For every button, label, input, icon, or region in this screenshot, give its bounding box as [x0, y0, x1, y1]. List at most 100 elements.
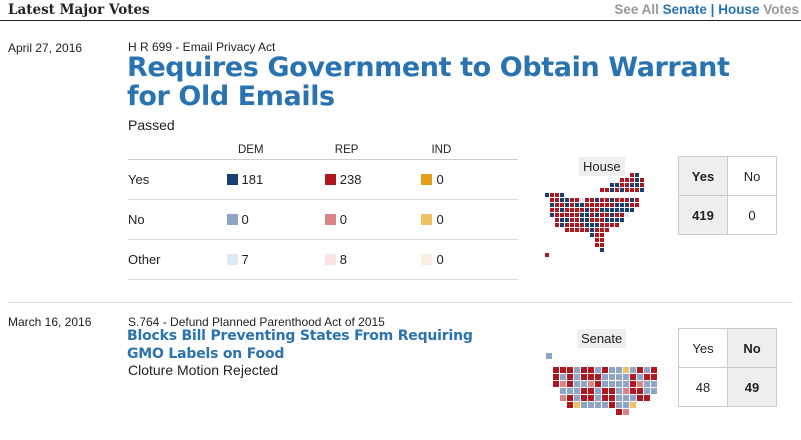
vote-result: Passed [128, 117, 175, 133]
seat-cell [560, 198, 564, 202]
seat-cell [590, 223, 594, 227]
seat-cell [550, 213, 554, 217]
seat-cell [555, 218, 559, 222]
seat-cell [637, 395, 643, 401]
seat-cell [637, 381, 643, 387]
senate-seat-map [546, 353, 657, 415]
seat-cell [600, 208, 604, 212]
seat-cell [574, 367, 580, 373]
seat-cell [616, 395, 622, 401]
seat-cell [588, 395, 594, 401]
seat-cell [567, 402, 573, 408]
seat-cell [635, 173, 639, 177]
seat-cell [570, 228, 574, 232]
seat-cell [635, 183, 639, 187]
seat-cell [590, 228, 594, 232]
chamber-label: House [579, 157, 625, 176]
seat-cell [595, 367, 601, 373]
seat-cell [630, 395, 636, 401]
col-header-dem: DEM [128, 140, 325, 160]
seat-cell [625, 178, 629, 182]
row-label: No [128, 199, 227, 240]
seat-cell [630, 173, 634, 177]
dem-other-swatch [226, 254, 238, 265]
tally-no-count: 0 [727, 195, 777, 235]
seat-cell [630, 198, 634, 202]
seat-cell [630, 402, 636, 408]
seat-cell [581, 402, 587, 408]
seat-cell [575, 218, 579, 222]
seat-cell [620, 178, 624, 182]
seat-cell [574, 381, 580, 387]
section-title: Latest Major Votes [8, 2, 150, 18]
dem-other-count: 7 [241, 252, 249, 267]
rep-no-count: 0 [339, 212, 347, 227]
rep-no-swatch [324, 214, 336, 225]
seat-cell [565, 213, 569, 217]
seat-cell [567, 395, 573, 401]
row-label: Other [128, 239, 227, 280]
seat-cell [565, 208, 569, 212]
seat-cell [570, 218, 574, 222]
seat-cell [580, 218, 584, 222]
rep-other-swatch [324, 254, 336, 265]
seat-cell [605, 203, 609, 207]
seat-cell [600, 248, 604, 252]
seat-cell [565, 198, 569, 202]
seat-cell [620, 203, 624, 207]
seat-cell [637, 374, 643, 380]
seat-cell [581, 395, 587, 401]
seat-cell [620, 188, 624, 192]
seat-cell [600, 228, 604, 232]
seat-cell [600, 203, 604, 207]
seat-cell [615, 188, 619, 192]
seat-cell [575, 208, 579, 212]
table-header-row: DEM REP IND [128, 140, 518, 160]
senate-votes-link[interactable]: Senate [662, 2, 707, 17]
seat-cell [600, 223, 604, 227]
house-votes-link[interactable]: House [718, 2, 760, 17]
seat-cell [630, 178, 634, 182]
seat-cell [595, 213, 599, 217]
seat-cell [570, 213, 574, 217]
table-row: Yes 181 238 0 [128, 159, 518, 200]
seat-cell [651, 367, 657, 373]
seat-cell [560, 203, 564, 207]
seat-cell [595, 395, 601, 401]
seat-cell [560, 374, 566, 380]
vote-date: April 27, 2016 [8, 41, 83, 55]
seat-cell [600, 213, 604, 217]
seat-cell [550, 208, 554, 212]
seat-cell [609, 374, 615, 380]
seat-cell [640, 188, 644, 192]
seat-cell [609, 367, 615, 373]
vote-headline-link[interactable]: Requires Government to Obtain Warrant fo… [127, 52, 730, 112]
vote-headline-link[interactable]: Blocks Bill Preventing States From Requi… [127, 328, 473, 362]
dem-yes-swatch [226, 174, 238, 185]
seat-cell [595, 218, 599, 222]
table-row: Other 7 8 0 [128, 239, 518, 280]
seat-cell [590, 198, 594, 202]
house-seat-map [545, 173, 644, 257]
seat-cell [545, 193, 549, 197]
seat-cell [605, 208, 609, 212]
seat-cell [546, 353, 552, 359]
seat-cell [625, 188, 629, 192]
seat-cell [605, 218, 609, 222]
seat-cell [635, 188, 639, 192]
seat-cell [610, 203, 614, 207]
divider [8, 302, 793, 303]
seat-cell [616, 367, 622, 373]
seat-cell [615, 183, 619, 187]
seat-cell [565, 228, 569, 232]
seat-cell [609, 402, 615, 408]
seat-cell [610, 223, 614, 227]
seat-cell [609, 395, 615, 401]
seat-cell [567, 367, 573, 373]
seat-cell [630, 183, 634, 187]
seat-cell [585, 228, 589, 232]
seat-cell [560, 208, 564, 212]
seat-cell [630, 367, 636, 373]
votes-label: Votes [763, 2, 799, 17]
ind-no-count: 0 [436, 212, 444, 227]
